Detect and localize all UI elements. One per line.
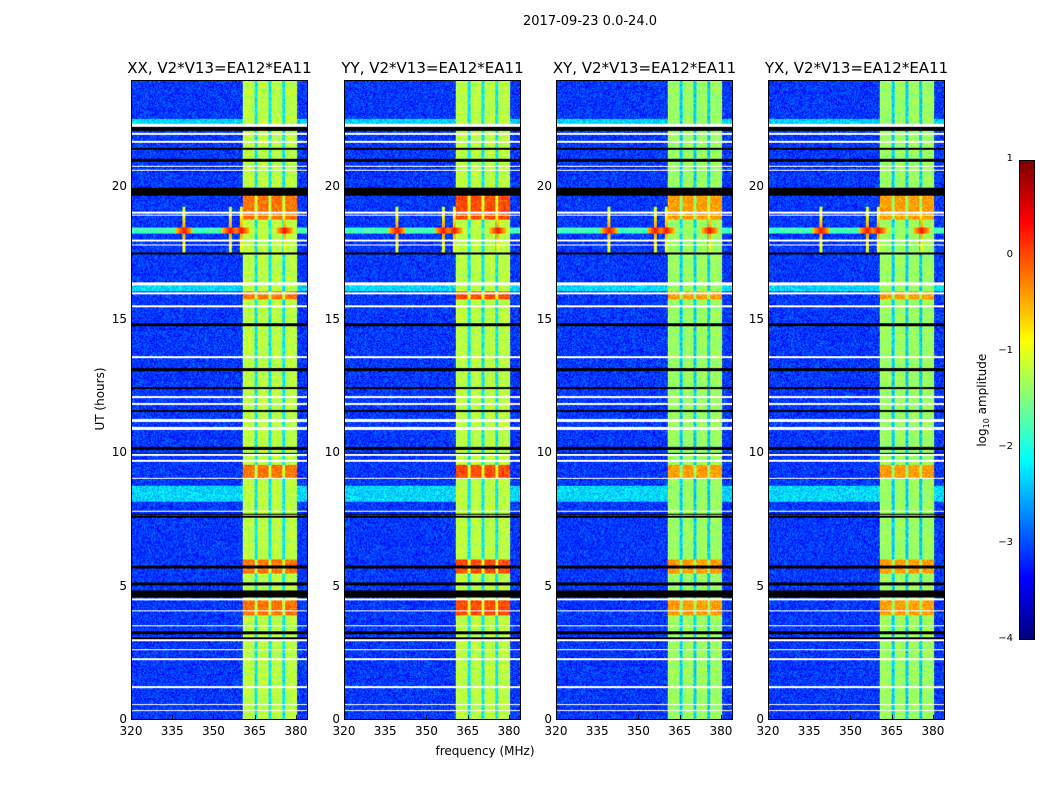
panel-title: XX, V2*V13=EA12*EA11: [127, 59, 312, 77]
x-tick-mark: [809, 715, 811, 720]
y-tick-label: 5: [544, 578, 552, 593]
colorbar-tick-label: −2: [998, 441, 1013, 452]
x-tick-label: 320: [332, 724, 356, 738]
spectrogram-panel-2: [556, 80, 733, 720]
spectrogram-panel-3: [768, 80, 945, 720]
y-tick-label: 15: [324, 312, 340, 326]
heatmap-image: [132, 81, 307, 719]
x-tick-label: 350: [839, 724, 862, 738]
y-tick-label: 0: [544, 712, 552, 726]
heatmap-image: [557, 81, 732, 719]
y-tick-label: 10: [748, 445, 764, 460]
y-tick-label: 15: [748, 312, 764, 326]
y-axis-label: UT (hours): [93, 367, 107, 431]
x-tick-label: 350: [202, 724, 225, 738]
heatmap-image: [345, 81, 520, 719]
x-tick-label: 380: [284, 724, 308, 738]
x-tick-label: 335: [373, 724, 397, 738]
x-tick-mark: [213, 715, 215, 720]
x-tick-mark: [638, 715, 640, 720]
y-tick-label: 15: [536, 312, 552, 326]
x-tick-label: 335: [797, 724, 821, 738]
y-tick-label: 5: [119, 578, 127, 593]
x-tick-mark: [131, 715, 132, 720]
colorbar-tick-label: −4: [998, 633, 1013, 644]
x-tick-label: 320: [119, 724, 143, 738]
panel-title: XY, V2*V13=EA12*EA11: [552, 59, 737, 77]
y-tick-label: 5: [756, 578, 764, 593]
y-tick-label: 20: [536, 178, 552, 193]
colorbar-label-amplitude: amplitude: [974, 353, 989, 419]
x-tick-mark: [850, 715, 852, 720]
x-tick-mark: [467, 715, 469, 720]
x-tick-label: 365: [243, 724, 267, 738]
spectrogram-panel-1: [344, 80, 521, 720]
x-tick-mark: [254, 715, 256, 720]
y-tick-label: 15: [111, 312, 127, 326]
x-tick-mark: [426, 715, 428, 720]
y-tick-label: 20: [324, 178, 340, 193]
y-tick-label: 20: [748, 178, 764, 193]
colorbar-tick-label: 1: [1006, 153, 1013, 164]
y-tick-label: 10: [324, 445, 340, 460]
x-tick-mark: [679, 715, 681, 720]
y-tick-label: 0: [332, 712, 340, 726]
x-tick-label: 365: [456, 724, 480, 738]
x-tick-label: 320: [756, 724, 780, 738]
y-tick-label: 10: [536, 445, 552, 460]
spectrogram-panel-0: [131, 80, 308, 720]
y-tick-label: 20: [111, 178, 127, 193]
x-tick-label: 320: [544, 724, 568, 738]
colorbar: [1019, 160, 1035, 640]
x-tick-label: 335: [585, 724, 609, 738]
panel-title: YX, V2*V13=EA12*EA11: [764, 59, 949, 77]
x-tick-mark: [891, 715, 893, 720]
x-tick-mark: [720, 715, 722, 720]
x-tick-mark: [508, 715, 510, 720]
x-tick-mark: [295, 715, 297, 720]
x-tick-mark: [932, 715, 934, 720]
x-tick-mark: [556, 715, 557, 720]
x-tick-label: 365: [880, 724, 904, 738]
panel-title: YY, V2*V13=EA12*EA11: [341, 59, 524, 77]
x-tick-label: 335: [160, 724, 184, 738]
x-axis-label: frequency (MHz): [435, 744, 535, 758]
x-tick-mark: [385, 715, 387, 720]
x-tick-label: 350: [415, 724, 438, 738]
x-tick-label: 380: [921, 724, 945, 738]
x-tick-mark: [344, 715, 345, 720]
x-tick-mark: [172, 715, 174, 720]
x-tick-label: 380: [497, 724, 521, 738]
colorbar-label-sub: 10: [982, 418, 992, 429]
x-tick-label: 350: [627, 724, 650, 738]
x-tick-label: 380: [709, 724, 733, 738]
y-tick-label: 0: [119, 712, 127, 726]
x-tick-label: 365: [668, 724, 692, 738]
colorbar-tick-label: −3: [998, 537, 1013, 548]
x-tick-mark: [768, 715, 769, 720]
y-tick-label: 10: [111, 445, 127, 460]
figure-title: 2017-09-23 0.0-24.0: [523, 14, 657, 29]
heatmap-image: [769, 81, 944, 719]
y-tick-label: 5: [332, 578, 340, 593]
colorbar-tick-label: 0: [1006, 249, 1013, 260]
colorbar-tick-label: −1: [998, 345, 1013, 356]
x-tick-mark: [597, 715, 599, 720]
y-tick-label: 0: [756, 712, 764, 726]
